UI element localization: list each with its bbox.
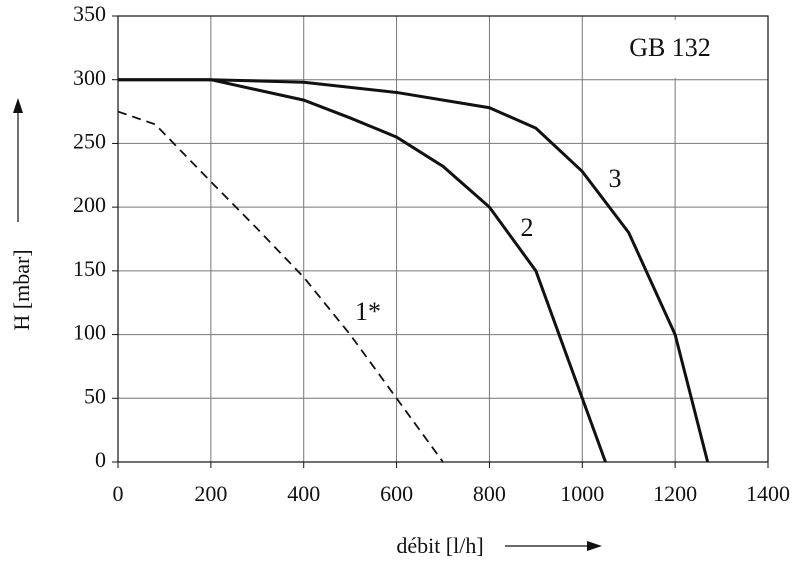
x-axis-label: débit [l/h] [396,533,483,558]
x-tick-label: 0 [113,481,124,506]
y-tick-label: 200 [73,192,106,217]
series-label: 2 [521,213,534,242]
series-line [118,78,710,463]
x-tick-label: 400 [287,481,320,506]
x-tick-label: 1200 [653,481,697,506]
title-box [604,20,736,78]
x-tick-label: 600 [380,481,413,506]
x-tick-label: 1400 [746,481,790,506]
x-tick-label: 200 [194,481,227,506]
series-line [118,78,607,463]
series-label: 3 [609,164,622,193]
y-tick-label: 0 [95,447,106,472]
chart-title: GB 132 [629,33,711,62]
x-tick-label: 1000 [560,481,604,506]
series-line [117,110,444,463]
x-arrow-head [587,541,602,551]
y-tick-label: 300 [73,65,106,90]
y-tick-label: 50 [84,383,106,408]
y-axis-label: H [mbar] [9,249,34,330]
y-tick-label: 350 [73,1,106,26]
series-label: 1* [355,297,381,326]
y-tick-label: 100 [73,320,106,345]
y-tick-label: 150 [73,256,106,281]
y-tick-label: 250 [73,128,106,153]
y-arrow-head [13,98,23,113]
x-tick-label: 800 [473,481,506,506]
